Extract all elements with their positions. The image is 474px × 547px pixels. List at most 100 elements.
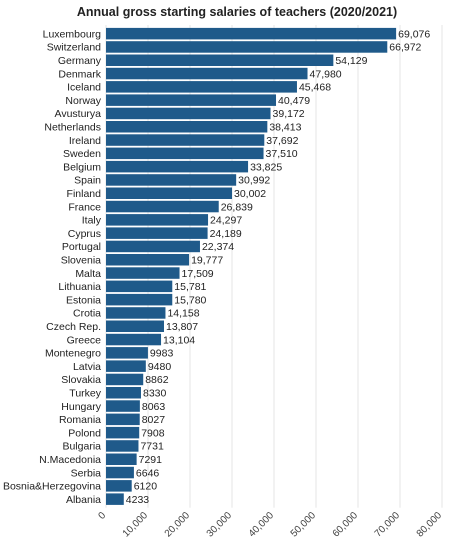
value-label: 45,468 (299, 82, 331, 94)
value-label: 9983 (150, 348, 174, 360)
category-label: Serbia (71, 467, 102, 479)
value-label: 15,780 (174, 294, 206, 306)
value-label: 26,839 (221, 201, 253, 213)
category-label: Avusturya (55, 108, 102, 120)
x-tick-label: 20,000 (163, 510, 193, 540)
category-label: Netherlands (44, 121, 101, 133)
category-label: Germany (58, 55, 102, 67)
category-label: Sweden (63, 148, 101, 160)
value-label: 37,692 (266, 135, 298, 147)
category-label: Turkey (69, 387, 101, 399)
value-label: 33,825 (250, 161, 282, 173)
value-label: 14,158 (167, 308, 199, 320)
value-label: 66,972 (389, 42, 421, 54)
bar (106, 466, 134, 479)
bar (106, 147, 264, 160)
value-label: 24,297 (210, 215, 242, 227)
x-tick-label: 30,000 (205, 510, 235, 540)
value-label: 7291 (139, 454, 163, 466)
value-label: 8862 (145, 374, 169, 386)
bar (106, 493, 124, 505)
value-label: 38,413 (269, 121, 301, 133)
category-label: Czech Rep. (46, 321, 101, 333)
bar (106, 240, 200, 253)
value-label: 37,510 (266, 148, 298, 160)
bar (106, 413, 140, 426)
category-label: Finland (67, 188, 102, 200)
bar (106, 373, 144, 386)
category-label: Slovenia (61, 254, 101, 266)
category-label: Norway (65, 95, 101, 107)
category-label: Hungary (61, 401, 101, 413)
bar (106, 320, 164, 332)
category-label: Polond (68, 427, 101, 439)
category-label: Bosnia&Herzegovina (3, 481, 101, 493)
category-label: Greece (67, 334, 102, 346)
bar (106, 387, 141, 399)
value-label: 15,781 (174, 281, 206, 293)
value-label: 7731 (140, 441, 164, 453)
bars (106, 27, 397, 505)
value-label: 6120 (134, 481, 158, 493)
category-label: Iceland (67, 82, 101, 94)
bar (106, 280, 173, 293)
value-label: 24,189 (210, 228, 242, 240)
bar (106, 400, 140, 412)
value-label: 8063 (142, 401, 166, 413)
bar (106, 267, 180, 279)
value-label: 13,807 (166, 321, 198, 333)
bar (106, 67, 308, 80)
x-tick-label: 10,000 (121, 510, 151, 540)
value-label: 4233 (126, 494, 150, 506)
bar (106, 480, 132, 492)
category-label: Switzerland (47, 42, 101, 54)
category-label: Lithuania (58, 281, 101, 293)
x-tick-label: 0 (96, 510, 108, 522)
value-label: 9480 (148, 361, 172, 373)
value-label: 17,509 (182, 268, 214, 280)
bar (106, 174, 237, 186)
bar (106, 453, 137, 465)
bar (106, 227, 208, 239)
bar (106, 360, 146, 372)
bar (106, 134, 265, 146)
category-label: Luxembourg (43, 28, 102, 40)
bar (106, 160, 249, 173)
category-label: Italy (82, 215, 102, 227)
value-label: 7908 (141, 427, 165, 439)
x-axis-ticks: 0 10,000 20,000 30,000 40,000 50,000 60,000 70,… (96, 510, 444, 540)
category-label: Estonia (66, 294, 101, 306)
bar (106, 293, 173, 306)
bar (106, 426, 140, 439)
bar (106, 27, 397, 40)
x-tick-label: 70,000 (373, 510, 403, 540)
category-label: Bulgaria (62, 441, 101, 453)
value-label: 8027 (142, 414, 166, 426)
chart-title: Annual gross starting salaries of teache… (77, 5, 397, 19)
value-label: 30,992 (238, 175, 270, 187)
category-label: Malta (75, 268, 101, 280)
value-label: 47,980 (310, 68, 342, 80)
value-label: 8330 (143, 387, 167, 399)
x-tick-label: 60,000 (331, 510, 361, 540)
bar (106, 307, 166, 319)
category-label: Spain (74, 175, 101, 187)
category-label: Romania (59, 414, 101, 426)
category-label: Slovakia (61, 374, 101, 386)
value-label: 13,104 (163, 334, 195, 346)
x-tick-label: 80,000 (415, 510, 445, 540)
category-label: France (68, 201, 101, 213)
bar (106, 81, 297, 93)
category-label: Crotia (73, 308, 101, 320)
value-label: 30,002 (234, 188, 266, 200)
bar (106, 254, 190, 266)
bar (106, 333, 162, 346)
value-label: 69,076 (398, 28, 430, 40)
x-tick-label: 50,000 (289, 510, 319, 540)
category-label: Ireland (69, 135, 101, 147)
bar (106, 187, 233, 199)
